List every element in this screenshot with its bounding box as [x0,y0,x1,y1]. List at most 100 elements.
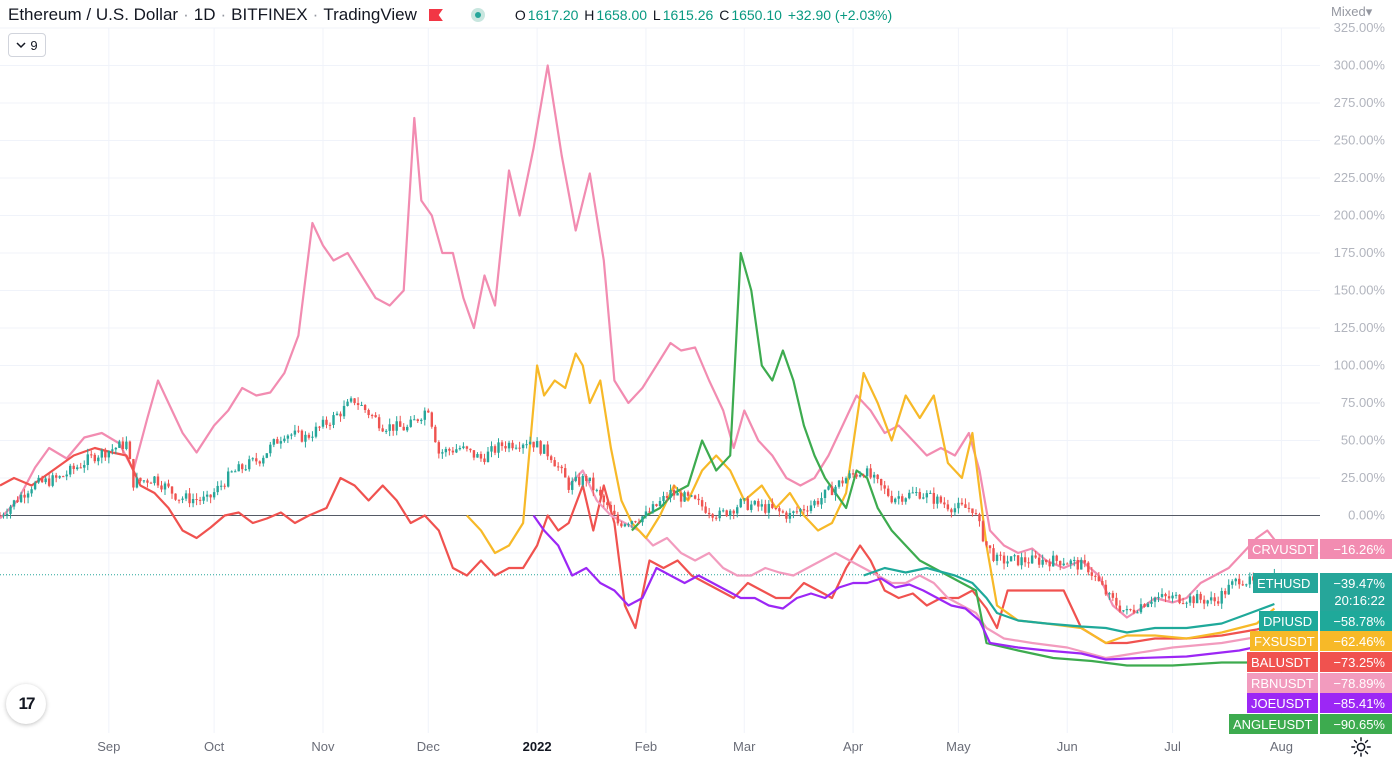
candle-body [335,413,339,416]
candle-body [1080,560,1083,570]
candle-body [865,468,869,477]
candle-body [1153,597,1157,602]
scale-mode-button[interactable]: Mixed▾ [1331,4,1373,19]
value-tag-text: −39.47% [1333,576,1385,591]
gear-icon[interactable] [1350,736,1372,758]
countdown-text: 20:16:22 [1334,593,1385,608]
candle-body [314,426,318,437]
price-label-fxsusdt: FXSUSDT −62.46% [1250,631,1392,651]
y-tick-label: 75.00% [1341,395,1386,410]
candle-body [465,446,469,449]
candle-body [325,419,328,425]
low-value: 1615.26 [662,7,714,23]
candle-body [637,522,641,524]
candle-body [276,439,279,444]
candle-body [757,501,760,507]
candle-body [30,489,33,494]
candle-body [97,457,100,462]
candle-body [648,511,651,513]
candle-body [321,419,325,427]
candle-body [704,506,707,513]
symbol-title[interactable]: Ethereum / U.S. Dollar [8,5,179,24]
price-label-crvusdt: CRVUSDT −16.26% [1248,539,1392,559]
x-tick-label: Jul [1164,739,1181,754]
candle-body [188,493,191,504]
candle-body [564,468,567,478]
indicators-collapse-button[interactable]: 9 [8,33,46,57]
candle-body [1041,559,1044,565]
candle-body [876,474,879,480]
value-tag [1320,714,1392,734]
candle-body [107,450,111,458]
candle-body [714,517,718,519]
candle-body [578,476,581,485]
candle-body [1231,581,1234,585]
x-tick-label: Jun [1057,739,1078,754]
interval-label[interactable]: 1D [193,5,216,24]
candle-body [1097,576,1101,582]
candle-body [381,428,384,432]
candle-body [841,480,844,484]
candle-body [567,477,570,490]
candle-body [1027,562,1030,564]
candle-body [1167,596,1171,599]
candle-body [490,446,493,452]
candle-body [244,469,247,471]
candle-body [430,412,434,427]
candle-body [167,483,170,487]
candle-body [1006,561,1009,564]
candle-body [556,466,560,468]
tradingview-logo[interactable]: 17 [6,684,46,724]
candle-body [553,460,556,467]
candle-body [420,419,423,422]
x-tick-label: Oct [204,739,225,754]
y-tick-label: 150.00% [1334,283,1386,298]
candle-body [613,510,616,515]
candle-body [922,497,925,499]
candle-body [799,509,802,512]
candle-body [844,478,848,484]
candle-body [1108,593,1111,595]
candle-body [851,473,855,475]
candle-body [1157,596,1160,598]
candle-body [1030,555,1034,564]
candle-body [135,477,139,488]
candle-body [662,495,665,501]
value-tag [1320,573,1392,611]
candle-body [721,510,725,512]
value-tag-text: −85.41% [1333,696,1385,711]
candle-body [1181,603,1185,605]
candle-body [679,493,683,502]
symbol-tag-text: CRVUSDT [1252,542,1315,557]
candle-body [1143,604,1146,607]
candle-body [823,489,827,499]
value-tag [1320,693,1392,713]
candle-body [272,439,276,445]
candle-body [894,498,897,503]
candle-body [827,486,830,490]
candle-body [588,477,591,482]
candle-body [406,426,409,431]
candle-body [12,500,16,507]
candle-body [205,494,209,497]
candle-body [992,548,995,561]
candle-body [293,430,297,435]
symbol-tag-text: RBNUSDT [1251,676,1314,691]
x-tick-label: Aug [1270,739,1293,754]
candle-body [707,512,711,515]
candle-body [370,415,374,417]
candle-body [349,398,353,402]
candle-body [1083,560,1086,563]
value-tag [1320,611,1392,631]
candle-body [195,499,198,501]
close-value: 1650.10 [731,7,782,23]
candle-body [813,500,816,506]
candle-body [160,485,163,490]
candle-body [58,476,61,478]
candle-body [834,486,837,496]
candle-body [525,444,528,446]
y-tick-label: 50.00% [1341,433,1386,448]
open-label: O [514,7,526,23]
open-value: 1617.20 [527,7,579,23]
